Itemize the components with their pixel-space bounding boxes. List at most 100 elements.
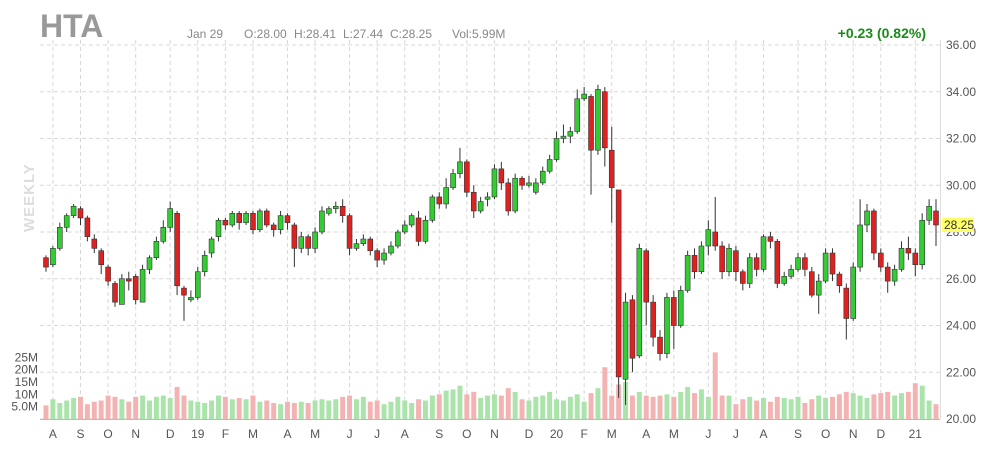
candle-body (346, 215, 353, 249)
volume-bar (857, 395, 863, 419)
volume-bar (485, 395, 491, 419)
candle-body (677, 290, 684, 326)
volume-bar (91, 401, 97, 419)
volume-bar (353, 399, 359, 419)
candle-body (760, 236, 767, 270)
date-tick-label: F (580, 427, 587, 441)
candle (77, 206, 84, 225)
volume-bar (64, 400, 70, 419)
candle-body (795, 257, 801, 270)
candle-body (194, 271, 201, 298)
candle-body (484, 196, 491, 200)
volume-bars (43, 352, 939, 419)
candle-body (429, 196, 436, 221)
volume-bar (567, 396, 573, 419)
volume-bar (554, 399, 560, 419)
date-tick-label: J (733, 427, 739, 441)
candle (684, 250, 691, 293)
candle (622, 292, 629, 405)
candle (671, 290, 677, 349)
volume-bar (443, 390, 449, 419)
volume-bar (209, 400, 215, 419)
candle-body (684, 255, 691, 291)
candle-body (698, 245, 705, 273)
candle (436, 192, 443, 209)
volume-bar (374, 400, 380, 419)
candle-body (519, 177, 525, 186)
candle-body (595, 89, 601, 151)
candle (194, 267, 201, 300)
quote-low: L:27.44 (343, 27, 383, 41)
volume-bar (395, 396, 401, 419)
volume-tick-label: 20M (15, 363, 38, 377)
date-tick-label: N (131, 427, 140, 441)
candle-body (602, 91, 608, 149)
candle (760, 234, 767, 272)
candle-body (498, 168, 505, 184)
volume-bar (457, 385, 463, 419)
candle-body (146, 257, 153, 270)
price-tick-label: 24.00 (946, 319, 976, 333)
volume-tick-label: 15M (15, 375, 38, 389)
candle (429, 194, 436, 223)
candle-body (512, 177, 518, 212)
candle-body (822, 252, 829, 282)
candle (63, 213, 70, 232)
candle (567, 126, 574, 144)
volume-bar (298, 401, 304, 419)
volume-bar (312, 400, 318, 419)
candle (698, 241, 705, 275)
candle (519, 175, 525, 190)
candle (167, 201, 173, 232)
candle (339, 199, 346, 223)
volume-bar (698, 389, 704, 419)
candle (857, 199, 863, 272)
candle (332, 201, 339, 214)
quote-high: H:28.41 (294, 27, 336, 41)
candle-body (671, 297, 677, 326)
candle (505, 178, 512, 216)
candle (353, 239, 360, 251)
candle (629, 295, 636, 373)
volume-bar (616, 384, 622, 419)
candle (139, 264, 146, 303)
candle (470, 185, 477, 218)
candle (726, 243, 732, 277)
quote-close: C:28.25 (390, 27, 432, 41)
price-change: +0.23 (0.82%) (838, 25, 926, 41)
candle-body (374, 250, 380, 261)
volume-bar (471, 391, 477, 419)
volume-bar (705, 396, 711, 419)
candle-body (588, 96, 594, 151)
volume-bar (830, 396, 835, 419)
candle-body (119, 278, 125, 305)
candle-body (477, 201, 484, 212)
candle-body (181, 287, 187, 296)
volume-bar (871, 394, 877, 419)
quote-date: Jan 29 (187, 27, 223, 41)
volume-bar (153, 396, 159, 419)
candle (643, 248, 650, 326)
candle-body (98, 250, 104, 266)
candlesticks (43, 84, 939, 405)
candle (284, 213, 291, 230)
candle-body (270, 224, 277, 230)
volume-bar (71, 398, 77, 419)
candle-body (526, 182, 532, 186)
candle-body (919, 220, 925, 266)
candle-body (388, 245, 394, 254)
date-tick-label: M (607, 427, 617, 441)
candle-body (312, 231, 318, 249)
volume-bar (367, 401, 373, 419)
candle-body (884, 266, 891, 282)
date-tick-label: N (849, 427, 858, 441)
volume-bar (609, 395, 615, 419)
candle (126, 271, 132, 291)
candle-body (126, 278, 132, 282)
date-tick-label: 19 (191, 427, 205, 441)
candle-body (319, 210, 325, 233)
candle-body (139, 269, 146, 303)
candle (491, 164, 498, 200)
volume-bar (195, 401, 201, 419)
volume-bar (650, 396, 656, 419)
